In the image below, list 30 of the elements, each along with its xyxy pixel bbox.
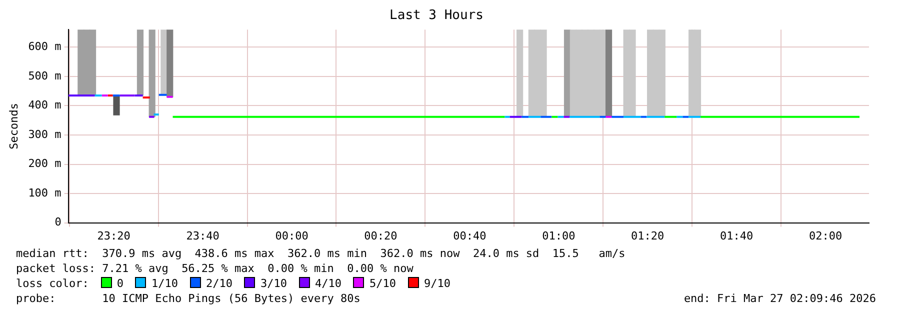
chart-title: Last 3 Hours	[390, 8, 484, 24]
y-tick-label: 500 m	[28, 69, 62, 82]
y-axis-title: Seconds	[7, 103, 20, 150]
text: packet loss: 7.21 % avg 56.25 % max 0.00 % min 0.00 % now	[16, 261, 414, 276]
legend-label: 0	[116, 277, 124, 290]
y-tick-label: 300 m	[28, 128, 62, 141]
legend-label: 2/10	[206, 277, 232, 290]
y-tick-label: 0	[54, 216, 62, 229]
text: end: Fri Mar 27 02:09:46 2026	[684, 291, 876, 306]
legend-label: 1/10	[151, 277, 178, 290]
x-tick-label: 01:00	[542, 229, 576, 242]
y-tick-label: 400 m	[28, 98, 62, 112]
y-tick-label: 200 m	[28, 157, 62, 170]
y-tick-label: 600 m	[28, 40, 62, 54]
text: median rtt: 370.9 ms avg 438.6 ms max 362.0 ms min 362.0 ms now 24.0 ms sd 15.5 am/s	[16, 246, 626, 261]
legend-title: loss color:	[16, 277, 89, 290]
legend-label: 3/10	[260, 277, 287, 290]
x-tick-label: 01:20	[631, 229, 664, 242]
y-tick-label: 100 m	[28, 186, 62, 200]
x-tick-label: 00:40	[453, 229, 486, 242]
text: probe: 10 ICMP Echo Pings (56 Bytes) every 80s	[16, 292, 360, 305]
x-tick-label: 01:40	[720, 229, 754, 242]
x-tick-label: 23:40	[186, 229, 220, 242]
x-tick-label: 02:00	[808, 229, 842, 242]
legend-label: 5/10	[369, 277, 396, 290]
x-tick-label: 00:20	[364, 229, 398, 242]
x-tick-label: 23:20	[97, 229, 130, 242]
legend-label: 4/10	[314, 277, 342, 290]
x-tick-label: 00:00	[275, 229, 308, 242]
legend-label: 9/10	[424, 277, 450, 290]
